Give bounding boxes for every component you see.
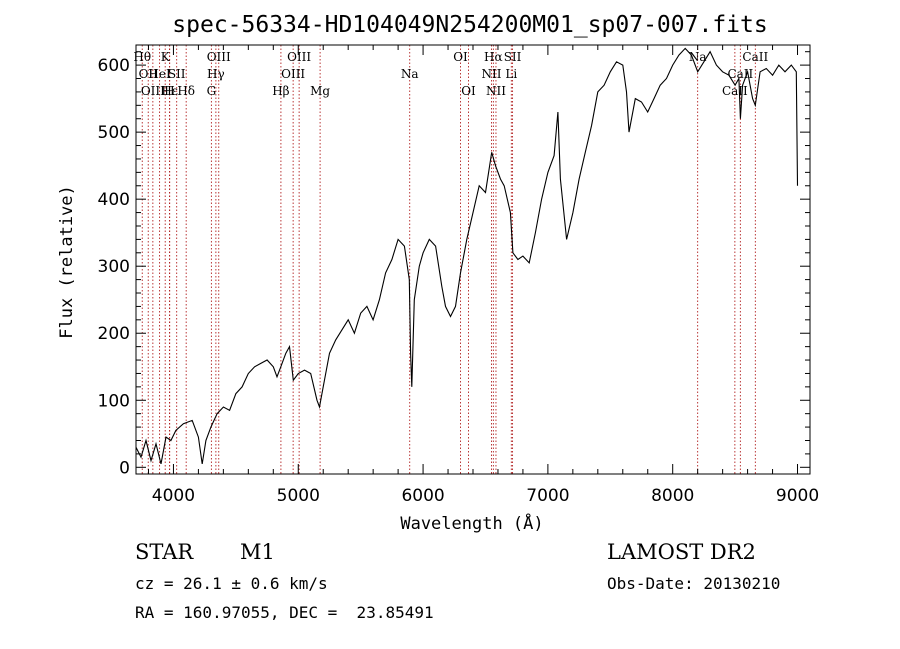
spectral-line-label: Hγ	[207, 67, 225, 81]
chart-title: spec-56334-HD104049N254200M01_sp07-007.f…	[172, 12, 767, 38]
spectral-line-label: Mg	[310, 84, 330, 98]
survey-name: LAMOST DR2	[607, 540, 756, 564]
spectral-line-label: CaII	[742, 50, 768, 64]
observation-date: Obs-Date: 20130210	[607, 574, 780, 593]
spectrum-series-line	[136, 48, 798, 464]
spectral-line-label: SII	[168, 67, 186, 81]
spectral-line-label: OIII	[207, 50, 231, 64]
spectral-line-label: OIII	[287, 50, 311, 64]
spectral-lines-layer	[142, 45, 755, 474]
x-tick-label: 9000	[776, 486, 819, 506]
spectral-line-label: OIII	[281, 67, 305, 81]
y-tick-label: 500	[98, 123, 130, 143]
spectral-line-label: Hε	[161, 84, 178, 98]
x-tick-label: 8000	[651, 486, 694, 506]
x-tick-label: 6000	[401, 486, 444, 506]
x-axis-ticks: 4000 5000 6000 7000 8000 9000	[148, 45, 819, 506]
spectral-line-label: Hβ	[272, 84, 289, 98]
y-tick-label: 200	[98, 324, 130, 344]
spectral-line-label: Hδ	[177, 84, 195, 98]
spectral-line-label: K	[161, 50, 171, 64]
spectral-line-label: G	[207, 84, 217, 98]
spectral-line-label: NII	[481, 67, 501, 81]
spectral-line-label: Hα	[484, 50, 503, 64]
x-axis-label: Wavelength (Å)	[400, 512, 543, 534]
spectral-line-label: Na	[401, 67, 419, 81]
y-tick-label: 100	[98, 391, 130, 411]
y-axis-label: Flux (relative)	[57, 185, 77, 339]
spectral-line-label: NII	[486, 84, 506, 98]
object-subclass: M1	[240, 540, 275, 564]
y-tick-label: 300	[98, 257, 130, 277]
x-tick-label: 5000	[277, 486, 320, 506]
plot-frame	[136, 45, 810, 474]
redshift-cz: cz = 26.1 ± 0.6 km/s	[135, 574, 328, 593]
x-tick-label: 4000	[152, 486, 195, 506]
spectral-line-label: OI	[461, 84, 476, 98]
y-tick-label: 400	[98, 190, 130, 210]
coordinates: RA = 160.97055, DEC = 23.85491	[135, 603, 434, 622]
spectral-line-label: OI	[453, 50, 468, 64]
spectral-line-label: Li	[505, 67, 517, 81]
y-tick-label: 600	[98, 56, 130, 76]
spectral-line-label: CaII	[722, 84, 748, 98]
x-tick-label: 7000	[526, 486, 569, 506]
object-type: STAR	[135, 540, 193, 564]
y-tick-label: 0	[119, 458, 130, 478]
y-axis-ticks: 0 100 200 300 400 500 600	[98, 52, 810, 479]
spectral-line-label: SII	[504, 50, 522, 64]
